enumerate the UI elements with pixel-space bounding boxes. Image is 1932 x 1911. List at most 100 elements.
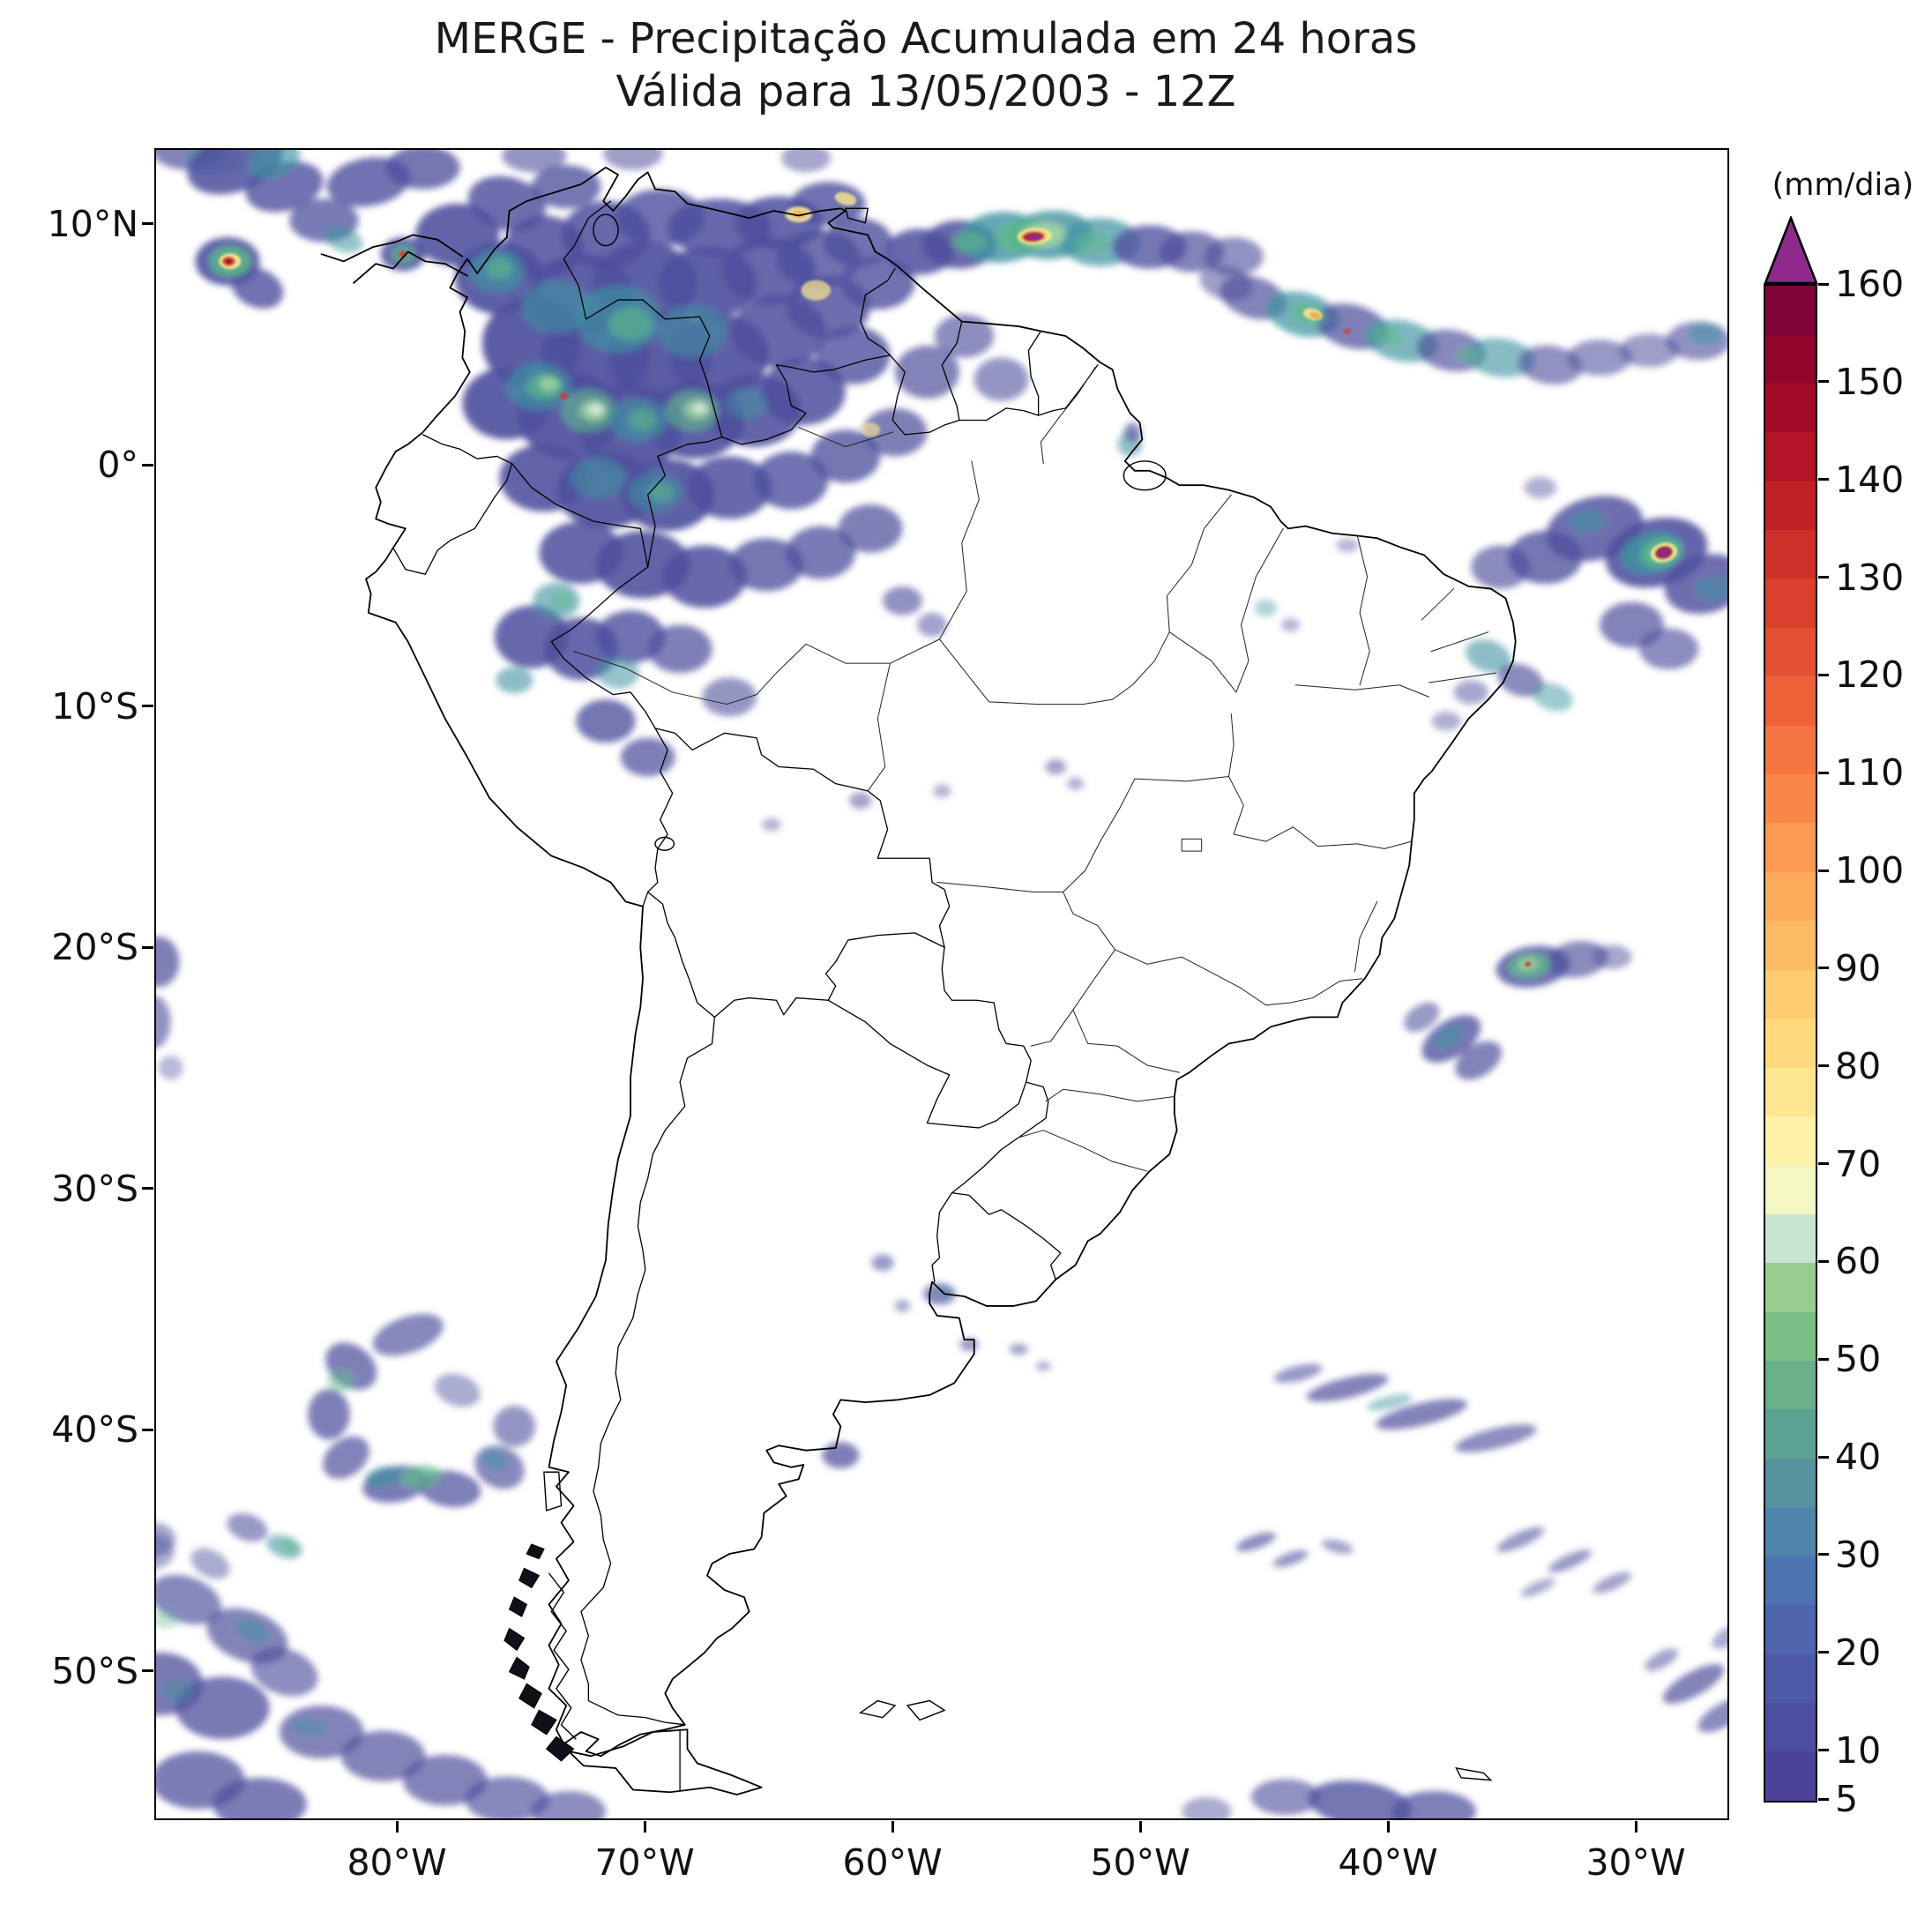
colorbar-tick-mark [1818,1064,1829,1068]
precip-blob [792,211,805,219]
lat-tick-label: 0° [97,444,138,487]
precip-blob [481,1449,508,1471]
precip-blob [1453,680,1488,705]
colorbar-bands [1765,286,1816,1801]
precip-blob [729,538,804,592]
colorbar-tick-mark [1818,1749,1829,1752]
precip-blob [467,175,546,231]
precip-blob [1306,1373,1389,1402]
precip-blob [597,657,639,689]
precip-blob [434,1373,481,1407]
precip-blob [486,258,513,280]
colorbar-tick-label: 5 [1835,1778,1859,1820]
map-plot-area: INPE [154,148,1729,1820]
colorbar-tick-label: 160 [1835,263,1905,305]
colorbar-tick-label: 60 [1835,1240,1882,1283]
precip-blob [231,266,284,309]
precip-blob [1471,545,1531,589]
precip-blob [175,1676,270,1740]
precip-blob [662,545,747,608]
colorbar-band [1765,1165,1816,1214]
colorbar-band [1765,1263,1816,1312]
precip-blob [1123,422,1141,443]
colorbar-band [1765,579,1816,628]
precip-blob [1309,311,1322,319]
precip-blob [1280,617,1301,632]
colorbar-band [1765,1213,1816,1264]
precip-blob [871,1254,894,1272]
precip-blob [1273,1363,1323,1384]
lon-tick-mark [1138,1821,1142,1833]
colorbar-tick-mark [1818,1553,1829,1556]
precip-blob [646,482,675,503]
colorbar-band [1765,1653,1816,1703]
colorbar-band [1765,383,1816,433]
precip-blob [1336,538,1359,553]
colorbar-tick-label: 30 [1835,1533,1882,1576]
precip-blob [1434,1024,1464,1049]
precip-blob [860,422,881,437]
precip-blob [502,150,567,173]
precip-blob [493,1406,536,1447]
inpe-logo: INPE [1727,1792,1729,1820]
precip-blob [754,451,829,510]
colorbar-tick-label: 20 [1835,1631,1882,1674]
precip-blob [521,280,592,334]
state-borders-layer [574,367,1496,1171]
precip-blob [786,526,856,579]
precip-blob [225,258,233,265]
colorbar-tick-mark [1818,1162,1829,1166]
lat-tick-mark [142,1669,153,1673]
lat-tick-label: 50°S [51,1649,138,1692]
title-line1: MERGE - Precipitação Acumulada em 24 hor… [434,14,1418,63]
lon-tick-mark [1386,1821,1390,1833]
colorbar-band [1765,481,1816,531]
precip-blob [1592,944,1632,969]
lat-tick-mark [142,705,153,708]
precip-blob [1235,1532,1276,1552]
precip-blob [1694,575,1727,602]
precip-blob [849,792,872,810]
colorbar-tick-mark [1818,282,1829,286]
lon-tick-label: 50°W [1090,1841,1190,1884]
colorbar-over-arrow [1764,216,1818,285]
precip-blob [1518,345,1583,384]
colorbar-band [1765,725,1816,775]
precip-blob [340,1730,426,1781]
lon-tick-label: 30°W [1585,1841,1686,1884]
precip-blob [762,817,781,832]
colorbar-tick-label: 130 [1835,556,1905,599]
figure-title: MERGE - Precipitação Acumulada em 24 hor… [132,12,1719,118]
colorbar-band [1765,676,1816,726]
precip-blob [1045,758,1067,775]
precip-blob [895,345,959,399]
precip-blob [323,1436,369,1480]
lon-tick-label: 70°W [594,1841,695,1884]
precip-blob [571,457,626,499]
precip-blob [372,1313,444,1356]
precip-blob [465,1776,549,1818]
lat-tick-label: 30°S [51,1167,138,1210]
colorbar-tick-mark [1818,967,1829,970]
colorbar-tick-label: 50 [1835,1338,1882,1381]
colorbar-band [1765,774,1816,824]
lat-tick-label: 10°S [51,684,138,728]
precip-blob [1182,1796,1232,1818]
precip-blob [1035,1361,1051,1371]
precip-blob [1524,476,1556,499]
colorbar-band [1765,1311,1816,1361]
precip-blob [1593,1571,1631,1594]
precip-blob [1391,1790,1476,1818]
precip-blob [838,504,903,553]
precip-blob [156,1534,175,1570]
precip-blob [1466,639,1511,673]
precip-blob [823,218,893,266]
colorbar-tick-mark [1818,478,1829,481]
precip-blob [364,1466,402,1488]
colorbar-tick-label: 100 [1835,849,1905,892]
lat-tick-mark [142,463,153,467]
precip-blob [687,456,772,519]
lat-tick-label: 40°S [51,1408,138,1452]
precip-blob [496,667,533,694]
precip-blob [403,1754,488,1806]
